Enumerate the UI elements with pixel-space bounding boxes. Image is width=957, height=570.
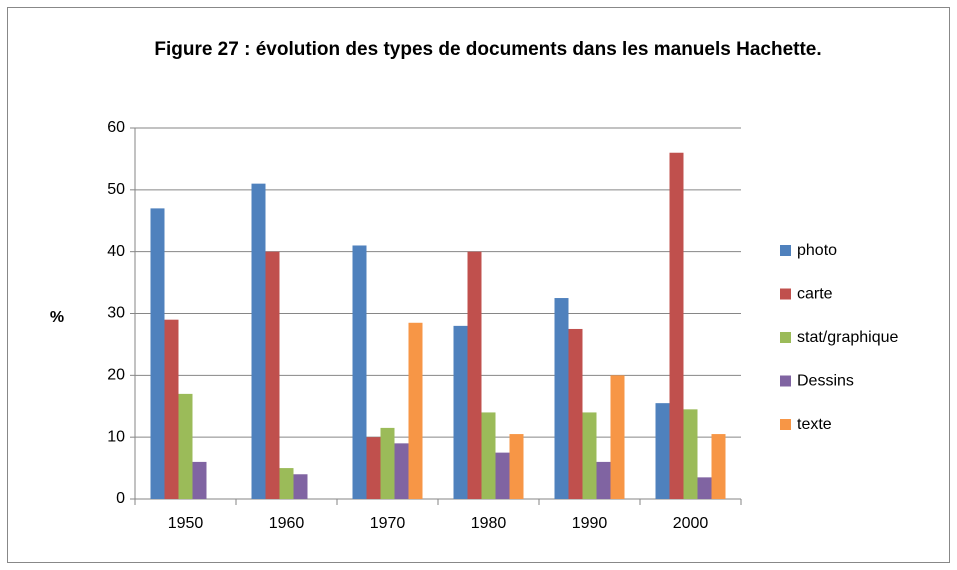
y-tick-label: 10 [107, 428, 125, 445]
bar [394, 443, 409, 499]
bar [467, 251, 482, 499]
y-tick-label: 50 [107, 181, 125, 198]
legend-label: texte [797, 416, 832, 433]
legend-swatch [780, 245, 791, 256]
bar [164, 319, 179, 499]
bar [251, 183, 266, 499]
y-tick-label: 0 [116, 490, 125, 507]
x-tick-label: 1960 [269, 515, 305, 532]
legend-label: stat/graphique [797, 329, 899, 346]
bar [481, 412, 496, 499]
y-tick-label: 60 [107, 119, 125, 136]
bar [554, 298, 569, 499]
bar [582, 412, 597, 499]
x-tick-label: 1970 [370, 515, 406, 532]
bar [610, 375, 625, 499]
bar [596, 461, 611, 499]
bar [711, 434, 726, 499]
bar [366, 437, 381, 499]
chart-title: Figure 27 : évolution des types de docum… [154, 39, 822, 60]
bar [683, 409, 698, 499]
legend-label: photo [797, 242, 837, 259]
y-tick-label: 30 [107, 305, 125, 322]
bar [568, 328, 583, 499]
x-tick-label: 2000 [673, 515, 709, 532]
bar [509, 434, 524, 499]
bar [408, 322, 423, 499]
bar [265, 251, 280, 499]
legend-swatch [780, 419, 791, 430]
bar [697, 477, 712, 499]
bar [655, 403, 670, 499]
y-tick-label: 20 [107, 367, 125, 384]
bar [293, 474, 308, 499]
legend-swatch [780, 288, 791, 300]
y-tick-label: 40 [107, 243, 125, 260]
legend-swatch [780, 375, 791, 387]
x-tick-label: 1990 [572, 515, 608, 532]
y-axis-label: % [50, 309, 64, 326]
bar [669, 152, 684, 499]
x-tick-label: 1980 [471, 515, 507, 532]
bar [178, 393, 193, 499]
legend-swatch [780, 332, 791, 343]
bar [352, 245, 367, 499]
x-tick-label: 1950 [168, 515, 204, 532]
legend-label: Dessins [797, 373, 854, 390]
bar [453, 325, 468, 499]
bar [192, 461, 207, 499]
bar [150, 208, 165, 499]
bar [380, 427, 395, 499]
bar [495, 452, 510, 499]
bar [279, 468, 294, 499]
legend-label: carte [797, 286, 833, 303]
